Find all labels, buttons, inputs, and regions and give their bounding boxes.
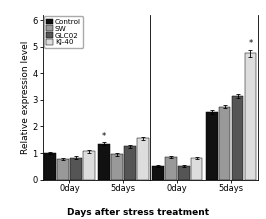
- Bar: [70, 157, 82, 180]
- Bar: [57, 159, 69, 180]
- Bar: [232, 96, 243, 180]
- Text: Days after stress treatment: Days after stress treatment: [67, 208, 209, 217]
- Bar: [124, 146, 136, 180]
- Bar: [152, 166, 164, 180]
- Y-axis label: Relative expression level: Relative expression level: [20, 41, 30, 154]
- Bar: [206, 112, 218, 180]
- Text: *: *: [248, 39, 253, 48]
- Bar: [178, 166, 189, 180]
- Bar: [44, 153, 56, 180]
- Bar: [111, 154, 123, 180]
- Bar: [219, 107, 230, 180]
- Bar: [245, 53, 256, 180]
- Bar: [137, 138, 149, 180]
- Text: *: *: [102, 132, 106, 141]
- Legend: Control, SW, GLC02, KJ-40: Control, SW, GLC02, KJ-40: [44, 16, 83, 48]
- Bar: [83, 151, 95, 180]
- Bar: [165, 157, 177, 180]
- Bar: [191, 158, 202, 180]
- Bar: [98, 144, 110, 180]
